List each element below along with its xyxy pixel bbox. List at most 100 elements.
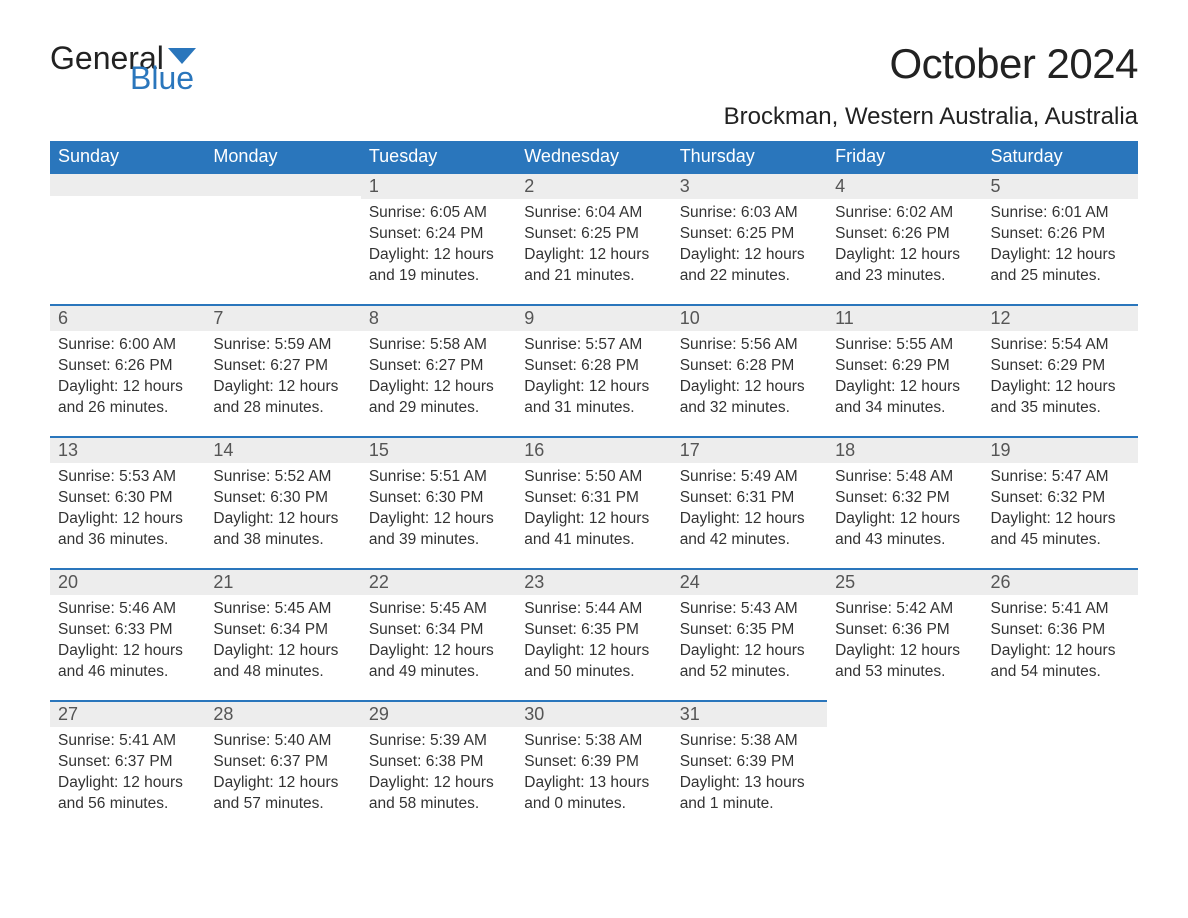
calendar-cell: 25Sunrise: 5:42 AMSunset: 6:36 PMDayligh…	[827, 568, 982, 700]
day-daylight1: Daylight: 12 hours	[991, 245, 1130, 266]
day-daylight2: and 34 minutes.	[835, 398, 974, 419]
day-number: 27	[50, 700, 205, 727]
weekday-header: Monday	[205, 141, 360, 172]
day-daylight2: and 45 minutes.	[991, 530, 1130, 551]
day-daylight2: and 0 minutes.	[524, 794, 663, 815]
day-daylight1: Daylight: 12 hours	[369, 245, 508, 266]
calendar-cell: 19Sunrise: 5:47 AMSunset: 6:32 PMDayligh…	[983, 436, 1138, 568]
day-number: 26	[983, 568, 1138, 595]
day-number: 1	[361, 172, 516, 199]
day-sunset: Sunset: 6:35 PM	[524, 620, 663, 641]
calendar-cell	[205, 172, 360, 304]
calendar-cell: 6Sunrise: 6:00 AMSunset: 6:26 PMDaylight…	[50, 304, 205, 436]
calendar-cell: 21Sunrise: 5:45 AMSunset: 6:34 PMDayligh…	[205, 568, 360, 700]
day-daylight2: and 21 minutes.	[524, 266, 663, 287]
day-sunset: Sunset: 6:34 PM	[213, 620, 352, 641]
calendar-cell: 13Sunrise: 5:53 AMSunset: 6:30 PMDayligh…	[50, 436, 205, 568]
day-sunrise: Sunrise: 5:51 AM	[369, 467, 508, 488]
day-daylight1: Daylight: 12 hours	[680, 245, 819, 266]
weekday-header: Thursday	[672, 141, 827, 172]
calendar-cell: 8Sunrise: 5:58 AMSunset: 6:27 PMDaylight…	[361, 304, 516, 436]
calendar-cell: 20Sunrise: 5:46 AMSunset: 6:33 PMDayligh…	[50, 568, 205, 700]
day-details: Sunrise: 6:03 AMSunset: 6:25 PMDaylight:…	[672, 199, 827, 295]
day-sunset: Sunset: 6:29 PM	[991, 356, 1130, 377]
day-daylight2: and 58 minutes.	[369, 794, 508, 815]
calendar-cell: 23Sunrise: 5:44 AMSunset: 6:35 PMDayligh…	[516, 568, 671, 700]
calendar-cell: 30Sunrise: 5:38 AMSunset: 6:39 PMDayligh…	[516, 700, 671, 832]
day-daylight2: and 28 minutes.	[213, 398, 352, 419]
day-details: Sunrise: 5:45 AMSunset: 6:34 PMDaylight:…	[205, 595, 360, 691]
day-sunrise: Sunrise: 5:45 AM	[213, 599, 352, 620]
day-details: Sunrise: 5:43 AMSunset: 6:35 PMDaylight:…	[672, 595, 827, 691]
day-details: Sunrise: 5:41 AMSunset: 6:36 PMDaylight:…	[983, 595, 1138, 691]
day-number: 28	[205, 700, 360, 727]
calendar-cell: 31Sunrise: 5:38 AMSunset: 6:39 PMDayligh…	[672, 700, 827, 832]
day-daylight1: Daylight: 12 hours	[58, 509, 197, 530]
day-sunrise: Sunrise: 5:38 AM	[524, 731, 663, 752]
day-number: 30	[516, 700, 671, 727]
day-daylight1: Daylight: 12 hours	[835, 245, 974, 266]
calendar-cell: 3Sunrise: 6:03 AMSunset: 6:25 PMDaylight…	[672, 172, 827, 304]
day-number: 11	[827, 304, 982, 331]
day-sunrise: Sunrise: 5:41 AM	[58, 731, 197, 752]
day-daylight2: and 49 minutes.	[369, 662, 508, 683]
day-details: Sunrise: 5:48 AMSunset: 6:32 PMDaylight:…	[827, 463, 982, 559]
day-details: Sunrise: 5:42 AMSunset: 6:36 PMDaylight:…	[827, 595, 982, 691]
day-number: 19	[983, 436, 1138, 463]
day-sunrise: Sunrise: 5:57 AM	[524, 335, 663, 356]
day-sunrise: Sunrise: 5:54 AM	[991, 335, 1130, 356]
day-sunset: Sunset: 6:26 PM	[991, 224, 1130, 245]
day-details: Sunrise: 5:55 AMSunset: 6:29 PMDaylight:…	[827, 331, 982, 427]
day-number: 9	[516, 304, 671, 331]
day-details: Sunrise: 5:57 AMSunset: 6:28 PMDaylight:…	[516, 331, 671, 427]
calendar-cell	[827, 700, 982, 832]
day-sunrise: Sunrise: 5:56 AM	[680, 335, 819, 356]
day-details: Sunrise: 5:54 AMSunset: 6:29 PMDaylight:…	[983, 331, 1138, 427]
calendar-cell: 18Sunrise: 5:48 AMSunset: 6:32 PMDayligh…	[827, 436, 982, 568]
day-number: 29	[361, 700, 516, 727]
day-sunset: Sunset: 6:32 PM	[991, 488, 1130, 509]
day-number: 14	[205, 436, 360, 463]
day-daylight2: and 46 minutes.	[58, 662, 197, 683]
calendar-cell: 9Sunrise: 5:57 AMSunset: 6:28 PMDaylight…	[516, 304, 671, 436]
calendar-cell: 28Sunrise: 5:40 AMSunset: 6:37 PMDayligh…	[205, 700, 360, 832]
day-sunset: Sunset: 6:34 PM	[369, 620, 508, 641]
day-daylight1: Daylight: 12 hours	[58, 641, 197, 662]
day-details: Sunrise: 5:56 AMSunset: 6:28 PMDaylight:…	[672, 331, 827, 427]
calendar-cell: 1Sunrise: 6:05 AMSunset: 6:24 PMDaylight…	[361, 172, 516, 304]
month-title: October 2024	[889, 40, 1138, 88]
day-number: 21	[205, 568, 360, 595]
day-daylight2: and 50 minutes.	[524, 662, 663, 683]
calendar-cell: 16Sunrise: 5:50 AMSunset: 6:31 PMDayligh…	[516, 436, 671, 568]
empty-day-bar	[50, 172, 205, 196]
empty-day-bar	[205, 172, 360, 196]
day-sunset: Sunset: 6:25 PM	[680, 224, 819, 245]
day-sunset: Sunset: 6:39 PM	[680, 752, 819, 773]
weekday-header: Tuesday	[361, 141, 516, 172]
day-daylight1: Daylight: 12 hours	[991, 509, 1130, 530]
day-daylight1: Daylight: 12 hours	[991, 377, 1130, 398]
day-daylight2: and 52 minutes.	[680, 662, 819, 683]
day-sunrise: Sunrise: 6:02 AM	[835, 203, 974, 224]
day-number: 6	[50, 304, 205, 331]
day-details: Sunrise: 5:58 AMSunset: 6:27 PMDaylight:…	[361, 331, 516, 427]
day-sunrise: Sunrise: 5:41 AM	[991, 599, 1130, 620]
day-sunrise: Sunrise: 5:43 AM	[680, 599, 819, 620]
day-details: Sunrise: 5:52 AMSunset: 6:30 PMDaylight:…	[205, 463, 360, 559]
day-daylight1: Daylight: 12 hours	[58, 377, 197, 398]
day-details: Sunrise: 5:38 AMSunset: 6:39 PMDaylight:…	[516, 727, 671, 823]
day-number: 20	[50, 568, 205, 595]
weekday-header: Wednesday	[516, 141, 671, 172]
day-sunrise: Sunrise: 5:59 AM	[213, 335, 352, 356]
day-daylight2: and 35 minutes.	[991, 398, 1130, 419]
calendar-body: 1Sunrise: 6:05 AMSunset: 6:24 PMDaylight…	[50, 172, 1138, 832]
day-details: Sunrise: 5:39 AMSunset: 6:38 PMDaylight:…	[361, 727, 516, 823]
day-number: 23	[516, 568, 671, 595]
day-sunset: Sunset: 6:37 PM	[58, 752, 197, 773]
day-daylight1: Daylight: 13 hours	[524, 773, 663, 794]
day-daylight1: Daylight: 13 hours	[680, 773, 819, 794]
day-daylight1: Daylight: 12 hours	[369, 377, 508, 398]
day-number: 22	[361, 568, 516, 595]
day-sunrise: Sunrise: 5:46 AM	[58, 599, 197, 620]
day-number: 13	[50, 436, 205, 463]
